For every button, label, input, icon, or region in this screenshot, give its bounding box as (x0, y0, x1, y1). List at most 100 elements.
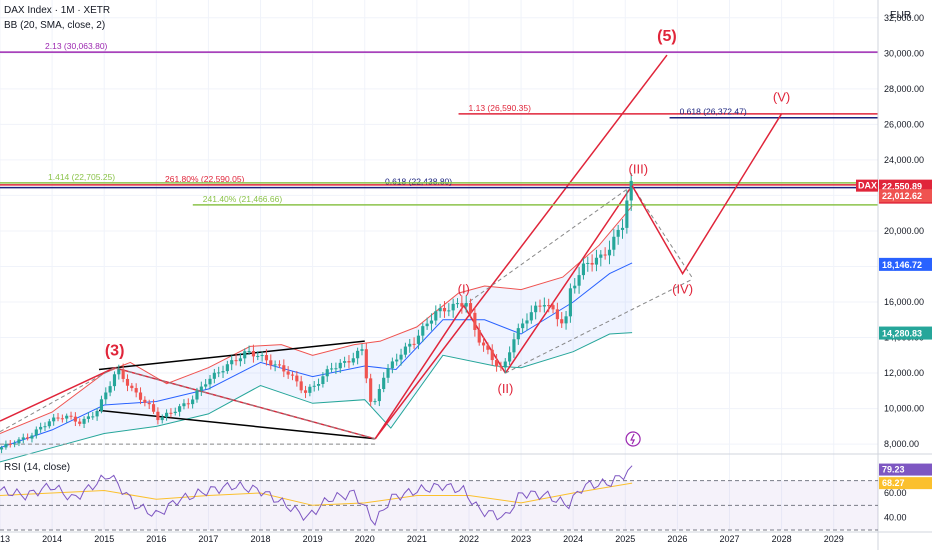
price-axis: 32,000.00 30,000.00 28,000.00 26,000.00 24,0… (856, 0, 932, 550)
time-tick-label: 2016 (146, 534, 166, 544)
candle (330, 362, 334, 373)
wave-line (374, 54, 668, 440)
candle (455, 298, 460, 308)
candle-body (625, 200, 629, 228)
candle-body (525, 320, 529, 324)
candle (421, 322, 425, 343)
candle (468, 298, 473, 319)
candle-body (173, 411, 177, 414)
price-tag-bg (879, 326, 932, 340)
candle-body (538, 305, 542, 307)
candle (586, 256, 590, 272)
wave-label: (V) (773, 90, 790, 105)
candle (195, 387, 199, 403)
candle (555, 302, 559, 327)
candle (338, 359, 342, 373)
channel-upper-line (98, 340, 365, 371)
candle-body (247, 351, 251, 353)
candle (521, 318, 525, 334)
candle-body (269, 360, 273, 366)
candle (30, 432, 34, 443)
candle (39, 422, 43, 433)
candle-body (512, 339, 516, 353)
candle (360, 343, 364, 356)
candle (117, 364, 121, 380)
candle (534, 301, 538, 320)
candle (208, 374, 212, 390)
price-tag-value: 22,012.62 (882, 191, 922, 201)
candle (599, 250, 603, 267)
candle (26, 433, 30, 441)
candle-body (416, 335, 420, 344)
candle-body (256, 355, 260, 357)
candle-body (325, 369, 329, 377)
candle-body (303, 390, 308, 393)
candle-body (425, 323, 429, 327)
candle (447, 303, 451, 317)
candle-body (99, 399, 104, 411)
candle (347, 355, 351, 369)
wave-label: (III) (629, 162, 649, 177)
candle (386, 364, 390, 383)
candle (312, 381, 316, 392)
price-tick-label: 20,000.00 (884, 226, 924, 236)
candle (217, 366, 221, 378)
candle (138, 387, 143, 405)
rsi-legend[interactable]: RSI (14, close) (4, 462, 71, 473)
candle-body (251, 351, 255, 357)
fib-level-label: 241.40% (21,466.66) (203, 194, 283, 204)
candle (165, 409, 169, 421)
candle (503, 358, 507, 374)
candle (4, 440, 8, 450)
candle-body (386, 368, 390, 378)
candle (8, 439, 12, 448)
time-tick-label: 2017 (198, 534, 218, 544)
candle (160, 414, 164, 424)
candle (52, 413, 56, 426)
candle (590, 254, 594, 272)
time-tick-label: 2026 (667, 534, 687, 544)
indicator-legend[interactable]: BB (20, SMA, close, 2) (4, 20, 106, 31)
candle-body (95, 410, 99, 417)
candle (416, 329, 420, 350)
candle (325, 365, 329, 382)
candle (104, 387, 108, 405)
candle-body (321, 376, 325, 385)
candle-body (260, 355, 264, 357)
candle (178, 403, 182, 417)
candle (551, 301, 555, 314)
wave-line (504, 185, 633, 374)
candle (542, 297, 546, 313)
candle-body (0, 447, 4, 450)
currency-label[interactable]: EUR (890, 10, 912, 21)
time-tick-label: 2019 (303, 534, 323, 544)
wave-drawings (0, 54, 694, 445)
candle (434, 305, 438, 326)
candle (204, 379, 208, 390)
candle (17, 437, 21, 447)
candle-body (316, 384, 321, 386)
candle-body (499, 366, 503, 368)
candle (438, 303, 442, 318)
candle-body (26, 437, 30, 439)
rsi-value-tag: 79.23 (879, 463, 932, 476)
candle (408, 338, 412, 353)
bollinger-upper (0, 205, 633, 434)
candle (225, 360, 229, 374)
candle (538, 299, 542, 313)
candle (568, 283, 572, 323)
candle (425, 317, 429, 330)
wave-label: (IV) (672, 282, 693, 297)
time-tick-label: 2022 (459, 534, 479, 544)
candle-body (156, 411, 160, 421)
wave-label: (3) (105, 343, 125, 360)
wave-line (0, 367, 115, 422)
candle-body (273, 364, 277, 366)
candle-body (564, 316, 568, 324)
candle-body (295, 375, 299, 382)
candle-body (143, 399, 147, 403)
candle-body (82, 418, 86, 424)
candle (151, 399, 156, 414)
